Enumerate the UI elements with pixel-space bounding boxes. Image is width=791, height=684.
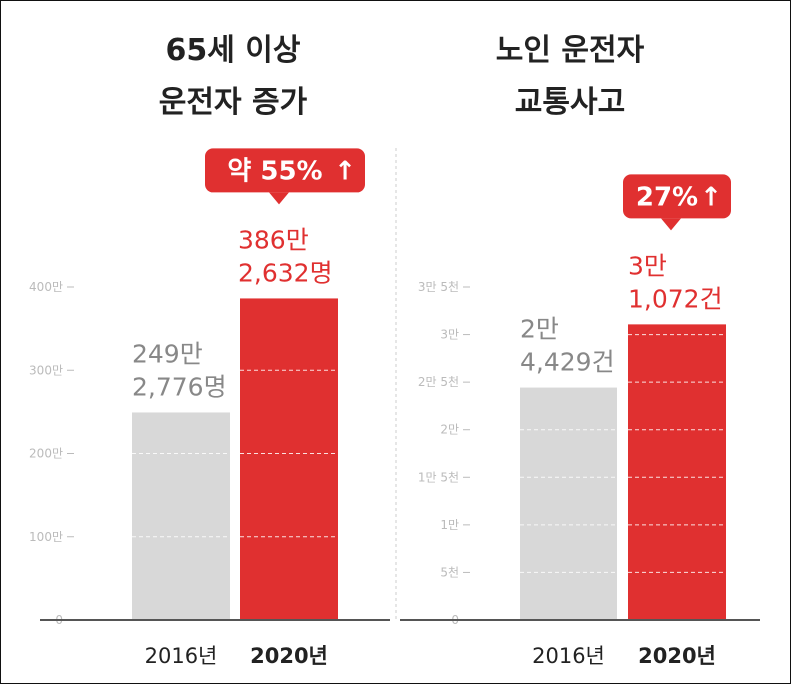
chart-2-y-tick-label: 5천 <box>440 564 459 579</box>
chart-1-value-label: 386만 <box>238 225 309 254</box>
chart-1-y-tick-label: 200만 <box>29 447 63 461</box>
chart-2-y-tick-label: 2만 <box>440 423 459 437</box>
chart-2-value-label: 2만 <box>520 315 559 344</box>
chart-2-value-label: 4,429건 <box>520 348 615 377</box>
chart-2-badge-pointer <box>661 218 681 231</box>
chart-1-badge-pointer <box>269 192 289 205</box>
chart-1-bar-prev <box>132 412 230 620</box>
chart-1-y-tick-label: 400만 <box>29 280 63 294</box>
chart-2-title-line: 교통사고 <box>515 85 625 120</box>
chart-2-badge-box <box>623 174 731 219</box>
chart-2-badge-text: 27% <box>636 182 698 212</box>
chart-1-badge-box <box>205 148 365 193</box>
chart-2-x-tick-label: 2020년 <box>638 644 716 668</box>
chart-1-bar-curr <box>240 298 338 620</box>
chart-2-title-line: 노인 운전자 <box>496 33 645 68</box>
chart-2-badge-arrow-icon: ↑ <box>700 182 722 212</box>
chart-1-y-tick-label: 100만 <box>29 530 63 544</box>
chart-2-x-tick-label: 2016년 <box>532 644 605 668</box>
chart-1-value-label: 2,776명 <box>132 372 227 401</box>
chart-2-y-tick-label: 3만 5천 <box>418 279 459 294</box>
chart-1-value-label: 2,632명 <box>238 258 333 287</box>
chart-1-title-line: 65세 이상 <box>166 33 301 68</box>
chart-1-badge-arrow-icon: ↑ <box>334 156 356 186</box>
chart-1-title-line: 운전자 증가 <box>159 85 308 120</box>
chart-2-value-label: 3만 <box>628 251 667 280</box>
chart-1-badge-text: 약 55% <box>227 156 322 186</box>
chart-2-y-tick-label: 3만 <box>440 328 459 342</box>
chart-1-value-label: 249만 <box>132 339 203 368</box>
chart-2-y-tick-label: 1만 5천 <box>418 469 459 484</box>
chart-2-bar-curr <box>628 324 726 620</box>
chart-1-x-tick-label: 2020년 <box>250 644 328 668</box>
chart-1-y-tick-label: 300만 <box>29 363 63 377</box>
chart-2-value-label: 1,072건 <box>628 284 723 313</box>
chart-2-y-tick-label: 1만 <box>440 518 459 532</box>
chart-2-bar-prev <box>520 387 617 620</box>
chart-2-y-tick-label: 2만 5천 <box>418 374 459 389</box>
chart-1-x-tick-label: 2016년 <box>145 644 218 668</box>
